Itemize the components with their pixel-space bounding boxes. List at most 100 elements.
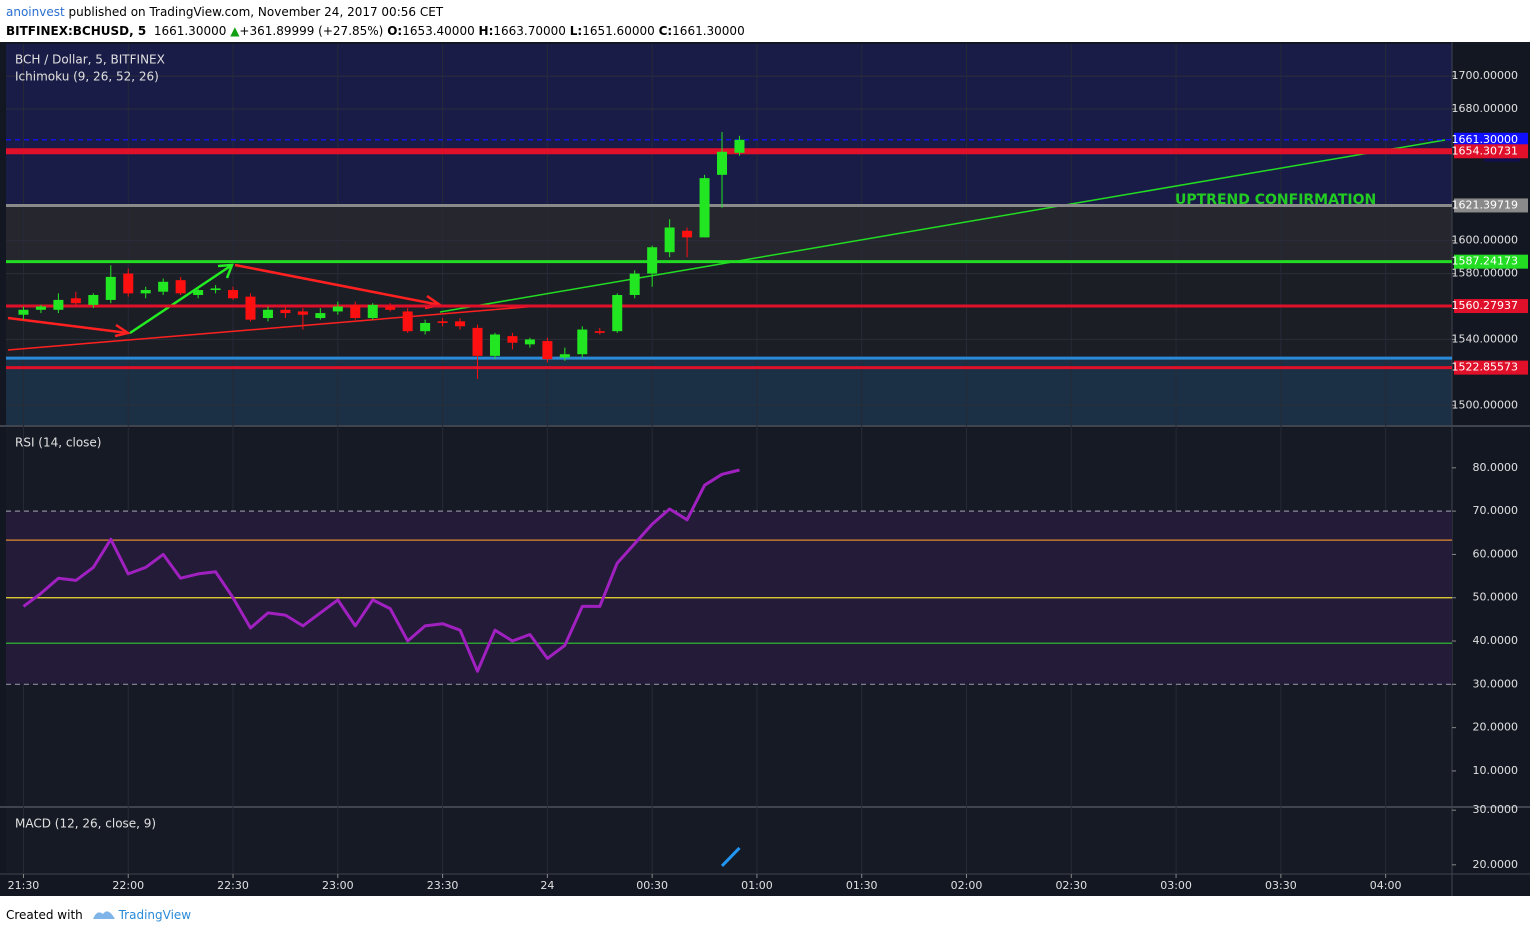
candle-body: [210, 288, 221, 291]
header: anoinvest published on TradingView.com, …: [6, 3, 745, 41]
x-tick-label: 21:30: [8, 879, 40, 892]
candle-body: [385, 306, 396, 310]
x-tick-label: 00:30: [636, 879, 668, 892]
candle-body: [228, 290, 239, 299]
trend-line: [7, 316, 129, 335]
ohlc-value: 1663.70000: [493, 24, 566, 38]
author[interactable]: anoinvest: [6, 5, 65, 19]
candle-body: [88, 294, 99, 305]
candle-body: [612, 294, 623, 332]
logo: [92, 911, 115, 919]
candle-body: [123, 273, 134, 294]
y-tick-label: 1540.00000: [1452, 332, 1518, 345]
publish-line: anoinvest published on TradingView.com, …: [6, 3, 745, 22]
level-label: 1661.30000: [1452, 133, 1518, 146]
candle-body: [559, 354, 570, 358]
y-tick-label: 1700.00000: [1452, 69, 1518, 82]
candle-body: [175, 280, 186, 294]
logo-shape: [92, 911, 115, 919]
candle-body: [315, 313, 326, 319]
level-label-bg: [1454, 360, 1528, 375]
x-tick-label: 03:00: [1160, 879, 1192, 892]
candle-body: [35, 306, 46, 310]
y-tick-label: 10.0000: [1473, 764, 1519, 777]
candle-body: [647, 247, 658, 274]
candle-body: [734, 139, 745, 153]
y-tick-label: 1500.00000: [1452, 398, 1518, 411]
level-label-bg: [1454, 144, 1528, 159]
candle-body: [140, 290, 151, 294]
candle-body: [489, 334, 500, 356]
y-tick-label: 1680.00000: [1452, 102, 1518, 115]
ohlc-value: 1653.40000: [402, 24, 475, 38]
macd-bg: [6, 808, 1452, 873]
candle-body: [262, 309, 273, 319]
arrow-head: [114, 323, 132, 338]
candle-body: [420, 322, 431, 332]
candle-body: [455, 321, 466, 327]
x-tick-label: 22:00: [112, 879, 144, 892]
arrow-head: [217, 263, 234, 279]
candle-body: [507, 336, 518, 343]
pane-subtitle: Ichimoku (9, 26, 52, 26): [15, 70, 159, 84]
candle-body: [70, 298, 81, 304]
chart: BCH / Dollar, 5, BITFINEX Ichimoku (9, 2…: [0, 42, 1530, 896]
created: Created with: [6, 908, 83, 922]
pane-title: RSI (14, close): [15, 436, 101, 450]
candle-body: [297, 311, 308, 315]
level-label: 1621.39719: [1452, 198, 1518, 211]
candle-body: [577, 329, 588, 355]
ohlc-value: 1651.60000: [582, 24, 655, 38]
symbol: BITFINEX:BCHUSD, 5: [6, 24, 147, 38]
y-tick-label: 1580.00000: [1452, 267, 1518, 280]
x-tick-label: 22:30: [217, 879, 249, 892]
candle-body: [18, 309, 29, 315]
candle-body: [53, 299, 64, 310]
footer: Created with TradingView: [6, 905, 191, 922]
ohlc-label: O:: [387, 24, 403, 38]
y-tick-label: 80.0000: [1473, 461, 1519, 474]
pane-title: MACD (12, 26, close, 9): [15, 817, 156, 831]
trend-lines: [7, 139, 1446, 351]
candle-body: [664, 227, 675, 253]
x-tick-label: 24: [540, 879, 554, 892]
zone-mid: [6, 206, 1452, 261]
candle-body: [193, 290, 204, 295]
candle-body: [524, 339, 535, 345]
candle-body: [437, 321, 448, 323]
x-tick-label: 01:30: [846, 879, 878, 892]
brand[interactable]: TradingView: [118, 908, 192, 922]
x-tick-label: 01:00: [741, 879, 773, 892]
quote-line: BITFINEX:BCHUSD, 5 1661.30000 ▲+361.8999…: [6, 22, 745, 41]
level-label-bg: [1454, 299, 1528, 314]
candle-body: [629, 273, 640, 295]
candle-body: [245, 296, 256, 320]
ohlc-label: C:: [658, 24, 673, 38]
candle-body: [350, 304, 361, 319]
candle-body: [472, 327, 483, 356]
x-tick-label: 02:30: [1055, 879, 1087, 892]
y-tick-label: 1600.00000: [1452, 234, 1518, 247]
published: published on TradingView.com, November 2…: [68, 5, 444, 19]
candle-body: [402, 311, 413, 332]
y-tick-label: 70.0000: [1473, 504, 1519, 517]
level-label: 1654.30731: [1452, 144, 1518, 157]
x-tick-label: 04:00: [1370, 879, 1402, 892]
ohlc-label: L:: [569, 24, 583, 38]
candle-body: [594, 331, 605, 333]
candle-body: [280, 309, 291, 314]
zone-low: [6, 261, 1452, 358]
candle-body: [158, 281, 169, 292]
zone-top: [6, 44, 1452, 206]
ohlc: O:1653.40000 H:1663.70000 L:1651.60000 C…: [387, 24, 745, 38]
x-tick-label: 03:30: [1265, 879, 1297, 892]
y-tick-label: 20.0000: [1473, 721, 1519, 734]
y-tick-label: 20.0000: [1473, 858, 1519, 871]
level-label: 1522.85573: [1452, 361, 1518, 374]
change: +361.89999 (+27.85%): [239, 24, 384, 38]
y-tick-label: 60.0000: [1473, 547, 1519, 560]
ohlc-label: H:: [478, 24, 494, 38]
candle-body: [682, 230, 693, 238]
level-label-bg: [1454, 198, 1528, 213]
